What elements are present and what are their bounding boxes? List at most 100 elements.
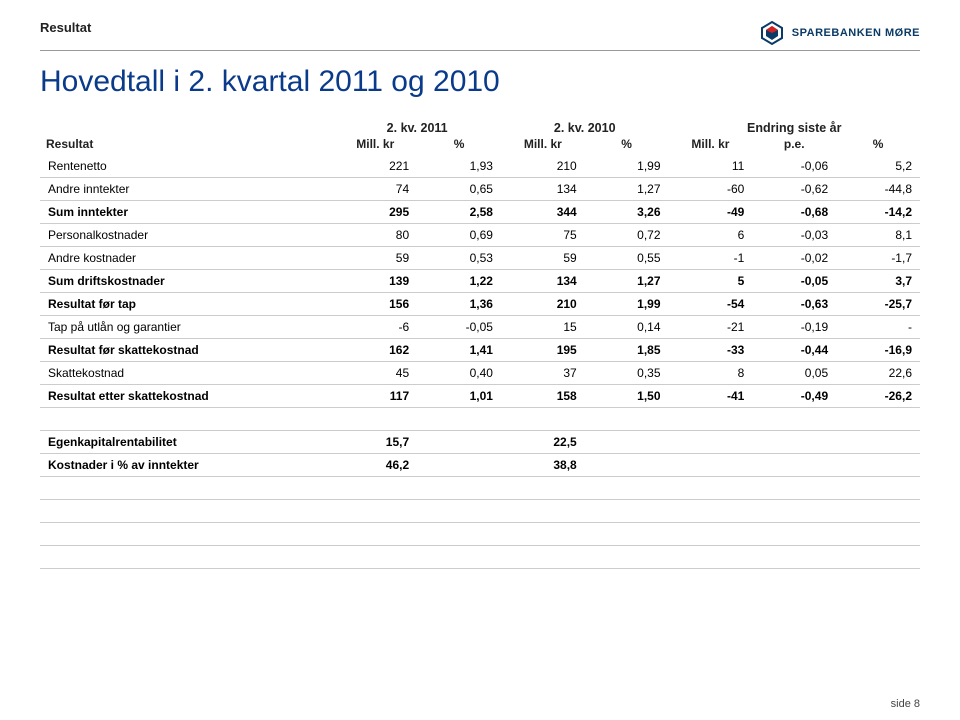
row-value: 6 bbox=[669, 224, 753, 247]
row-label: Sum driftskostnader bbox=[40, 270, 333, 293]
sub-header: Mill. kr bbox=[333, 135, 417, 155]
sub-header: % bbox=[417, 135, 501, 155]
row-value: 46,2 bbox=[333, 454, 417, 477]
row-value: 134 bbox=[501, 270, 585, 293]
row-value: -0,49 bbox=[752, 385, 836, 408]
row-value: 1,99 bbox=[585, 293, 669, 316]
table-row: Sum driftskostnader1391,221341,275-0,053… bbox=[40, 270, 920, 293]
row-value: -0,02 bbox=[752, 247, 836, 270]
row-value: 1,27 bbox=[585, 178, 669, 201]
row-value: 75 bbox=[501, 224, 585, 247]
row-label: Resultat før tap bbox=[40, 293, 333, 316]
row-value: 8 bbox=[669, 362, 753, 385]
table-row: Sum inntekter2952,583443,26-49-0,68-14,2 bbox=[40, 201, 920, 224]
row-value: -0,62 bbox=[752, 178, 836, 201]
row-value: -0,68 bbox=[752, 201, 836, 224]
row-value: 0,72 bbox=[585, 224, 669, 247]
row-value bbox=[417, 454, 501, 477]
row-value: 0,53 bbox=[417, 247, 501, 270]
row-label: Andre kostnader bbox=[40, 247, 333, 270]
row-value bbox=[417, 431, 501, 454]
row-label: Resultat før skattekostnad bbox=[40, 339, 333, 362]
row-value: -60 bbox=[669, 178, 753, 201]
row-value: -1 bbox=[669, 247, 753, 270]
row-value: 117 bbox=[333, 385, 417, 408]
section-label: Resultat bbox=[40, 20, 91, 35]
row-value: 0,69 bbox=[417, 224, 501, 247]
table-row: Rentenetto2211,932101,9911-0,065,2 bbox=[40, 155, 920, 178]
row-label: Andre inntekter bbox=[40, 178, 333, 201]
table-row: Resultat før tap1561,362101,99-54-0,63-2… bbox=[40, 293, 920, 316]
row-value: 0,65 bbox=[417, 178, 501, 201]
table-row: Personalkostnader800,69750,726-0,038,1 bbox=[40, 224, 920, 247]
table-spacer-row bbox=[40, 500, 920, 523]
row-value: 1,41 bbox=[417, 339, 501, 362]
table-row: Skattekostnad450,40370,3580,0522,6 bbox=[40, 362, 920, 385]
row-value bbox=[585, 454, 669, 477]
row-label: Tap på utlån og garantier bbox=[40, 316, 333, 339]
row-value: 0,55 bbox=[585, 247, 669, 270]
row-value: -26,2 bbox=[836, 385, 920, 408]
sub-header-left: Resultat bbox=[40, 135, 333, 155]
sub-header: p.e. bbox=[752, 135, 836, 155]
row-value: 1,27 bbox=[585, 270, 669, 293]
row-value: 37 bbox=[501, 362, 585, 385]
row-value: -0,63 bbox=[752, 293, 836, 316]
sub-header: % bbox=[585, 135, 669, 155]
sub-header: % bbox=[836, 135, 920, 155]
row-value: 0,35 bbox=[585, 362, 669, 385]
table-spacer-row bbox=[40, 546, 920, 569]
row-label: Resultat etter skattekostnad bbox=[40, 385, 333, 408]
row-value: -0,06 bbox=[752, 155, 836, 178]
row-value: 59 bbox=[333, 247, 417, 270]
table-row: Andre inntekter740,651341,27-60-0,62-44,… bbox=[40, 178, 920, 201]
row-value: 3,26 bbox=[585, 201, 669, 224]
row-value bbox=[836, 454, 920, 477]
row-value: 8,1 bbox=[836, 224, 920, 247]
brand-logo: SPAREBANKEN MØRE bbox=[758, 20, 920, 46]
row-value: 344 bbox=[501, 201, 585, 224]
row-value: 74 bbox=[333, 178, 417, 201]
row-value: -25,7 bbox=[836, 293, 920, 316]
row-value: -41 bbox=[669, 385, 753, 408]
row-value: 1,50 bbox=[585, 385, 669, 408]
row-value: -0,05 bbox=[752, 270, 836, 293]
financial-table: 2. kv. 2011 2. kv. 2010 Endring siste år… bbox=[40, 117, 920, 569]
row-value bbox=[669, 454, 753, 477]
row-value: -21 bbox=[669, 316, 753, 339]
row-value: 2,58 bbox=[417, 201, 501, 224]
page-title: Hovedtall i 2. kvartal 2011 og 2010 bbox=[40, 65, 920, 99]
page-footer: side 8 bbox=[891, 698, 920, 710]
ratio-row: Kostnader i % av inntekter46,238,8 bbox=[40, 454, 920, 477]
group-header: 2. kv. 2011 bbox=[333, 117, 501, 135]
row-value bbox=[752, 431, 836, 454]
table-spacer-row bbox=[40, 408, 920, 431]
row-value: 1,22 bbox=[417, 270, 501, 293]
row-value: 221 bbox=[333, 155, 417, 178]
row-value: 1,99 bbox=[585, 155, 669, 178]
row-label: Rentenetto bbox=[40, 155, 333, 178]
row-value: 0,40 bbox=[417, 362, 501, 385]
table-spacer-row bbox=[40, 523, 920, 546]
row-value: 3,7 bbox=[836, 270, 920, 293]
row-value: -33 bbox=[669, 339, 753, 362]
row-label: Sum inntekter bbox=[40, 201, 333, 224]
row-label: Egenkapitalrentabilitet bbox=[40, 431, 333, 454]
sub-header: Mill. kr bbox=[669, 135, 753, 155]
row-value: 134 bbox=[501, 178, 585, 201]
row-value: 22,6 bbox=[836, 362, 920, 385]
sub-header: Mill. kr bbox=[501, 135, 585, 155]
row-value: 45 bbox=[333, 362, 417, 385]
row-value: -54 bbox=[669, 293, 753, 316]
row-value: -1,7 bbox=[836, 247, 920, 270]
brand-icon bbox=[758, 20, 786, 46]
row-label: Personalkostnader bbox=[40, 224, 333, 247]
row-value: 5 bbox=[669, 270, 753, 293]
table-sub-header-row: Resultat Mill. kr % Mill. kr % Mill. kr … bbox=[40, 135, 920, 155]
row-value: 1,01 bbox=[417, 385, 501, 408]
table-row: Andre kostnader590,53590,55-1-0,02-1,7 bbox=[40, 247, 920, 270]
row-value: 139 bbox=[333, 270, 417, 293]
row-value: -0,05 bbox=[417, 316, 501, 339]
row-value: 38,8 bbox=[501, 454, 585, 477]
row-value: -49 bbox=[669, 201, 753, 224]
